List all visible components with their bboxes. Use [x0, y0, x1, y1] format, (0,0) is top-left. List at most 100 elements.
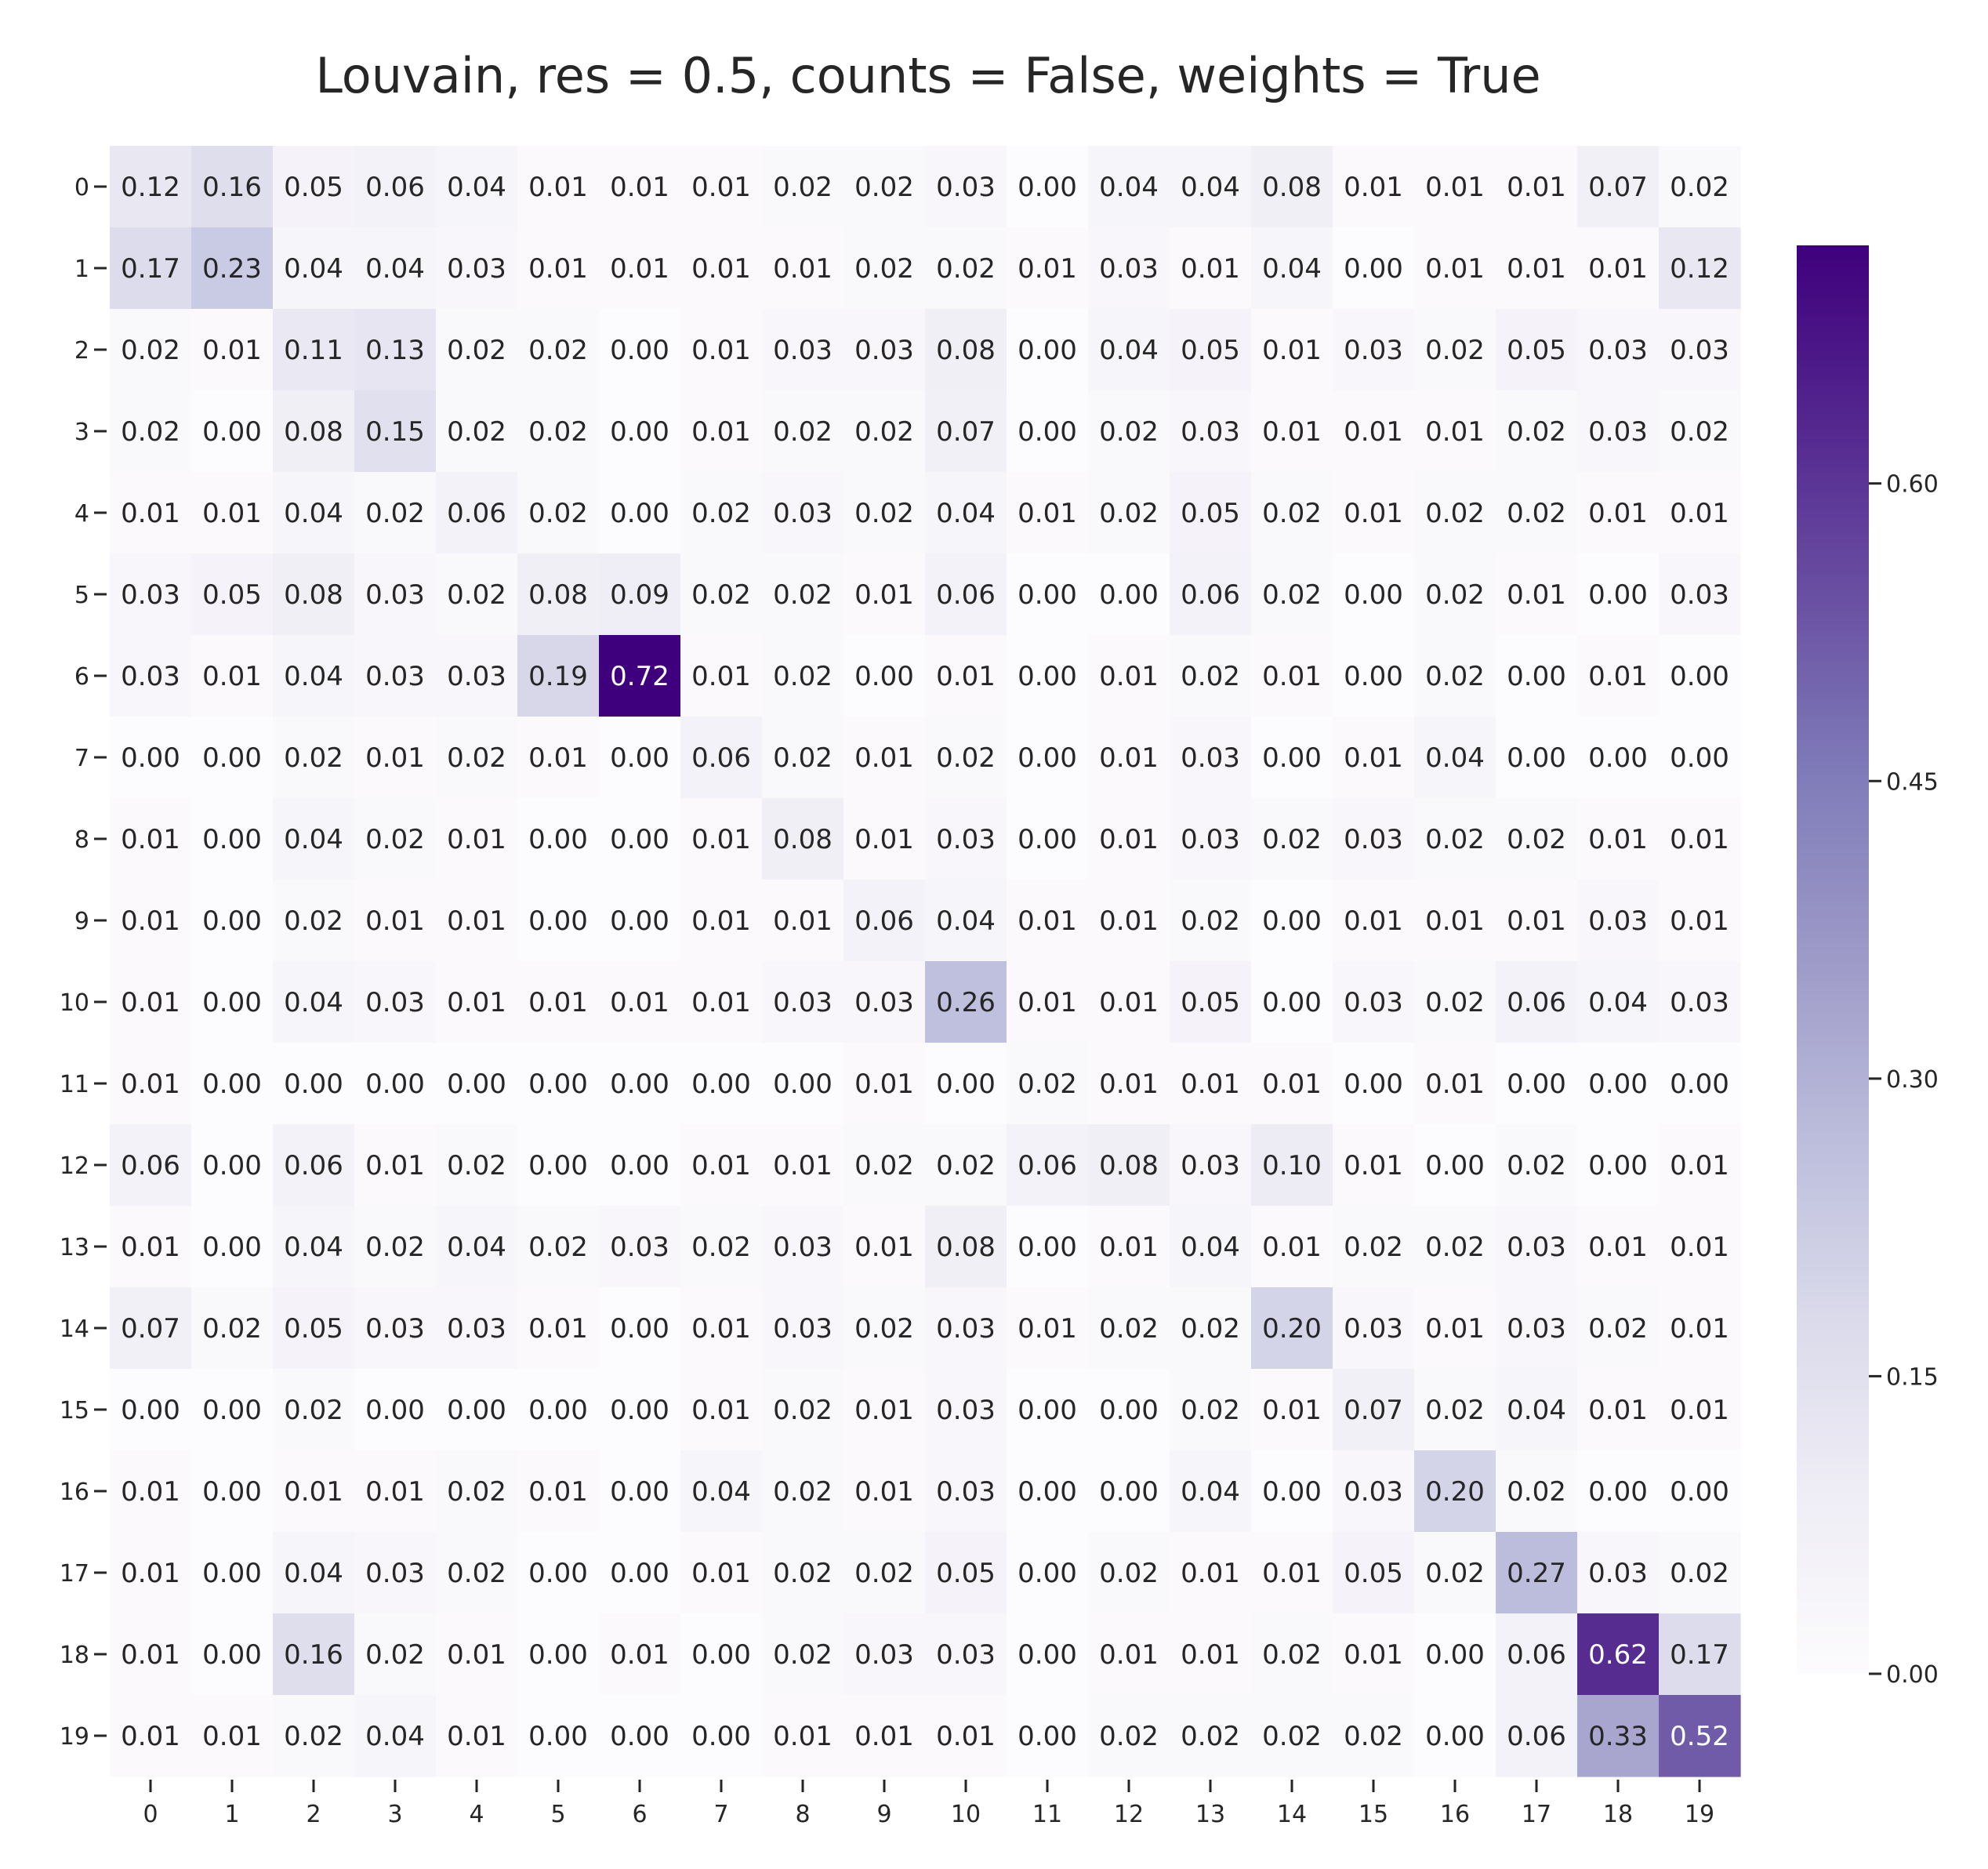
- cell-label-r5-c6: 0.09: [610, 579, 669, 611]
- cell-label-r1-c12: 0.03: [1099, 253, 1159, 285]
- heatmap-cell-r7-c14: [1251, 717, 1333, 799]
- cell-label-r15-c10: 0.03: [936, 1395, 996, 1426]
- colorbar: 0.00 0.15 0.30 0.45 0.60: [1797, 245, 1939, 1689]
- heatmap-cell-r12-c9: [843, 1124, 926, 1207]
- heatmap-cell-r10-c5: [517, 961, 600, 1043]
- heatmap-cell-r18-c19: [1659, 1613, 1741, 1696]
- cell-label-r12-c12: 0.08: [1099, 1150, 1159, 1181]
- heatmap-cell-r9-c4: [436, 880, 518, 962]
- cell-label-r11-c16: 0.01: [1425, 1069, 1485, 1100]
- cell-label-r10-c19: 0.03: [1670, 987, 1729, 1018]
- cell-label-r1-c7: 0.01: [691, 253, 751, 285]
- heatmap-cell-r11-c8: [762, 1043, 844, 1125]
- cell-label-r1-c9: 0.02: [854, 253, 914, 285]
- heatmap-cell-r0-c15: [1333, 146, 1415, 228]
- heatmap-cell-r12-c6: [599, 1124, 681, 1207]
- heatmap-cell-r5-c7: [680, 553, 763, 636]
- cell-label-r5-c3: 0.03: [365, 579, 425, 611]
- heatmap-cell-r1-c15: [1333, 227, 1415, 310]
- cell-label-r10-c13: 0.05: [1181, 987, 1240, 1018]
- heatmap-cell-r13-c15: [1333, 1206, 1415, 1288]
- heatmap-cell-r5-c14: [1251, 553, 1333, 636]
- heatmap-cell-r12-c13: [1170, 1124, 1252, 1207]
- cell-label-r11-c15: 0.00: [1344, 1069, 1403, 1100]
- cell-label-r14-c15: 0.03: [1344, 1313, 1403, 1345]
- cell-label-r17-c7: 0.01: [691, 1558, 751, 1589]
- heatmap-cell-r18-c7: [680, 1613, 763, 1696]
- heatmap-cell-r9-c7: [680, 880, 763, 962]
- heatmap-cell-r0-c17: [1496, 146, 1578, 228]
- cell-label-r16-c5: 0.01: [528, 1476, 588, 1508]
- heatmap-cell-r0-c12: [1088, 146, 1170, 228]
- cell-label-r6-c4: 0.03: [447, 661, 506, 692]
- heatmap-cell-r15-c19: [1659, 1369, 1741, 1451]
- cell-label-r19-c18: 0.33: [1588, 1721, 1648, 1752]
- heatmap-cell-r19-c6: [599, 1695, 681, 1777]
- heatmap-cell-r19-c0: [110, 1695, 192, 1777]
- cell-label-r4-c19: 0.01: [1670, 498, 1729, 529]
- heatmap-cell-r9-c16: [1414, 880, 1496, 962]
- heatmap-cell-r11-c7: [680, 1043, 763, 1125]
- cell-label-r3-c6: 0.00: [610, 416, 669, 448]
- heatmap-cell-r0-c3: [354, 146, 437, 228]
- cell-label-r5-c16: 0.02: [1425, 579, 1485, 611]
- cell-label-r8-c2: 0.04: [284, 824, 343, 855]
- heatmap-cell-r7-c6: [599, 717, 681, 799]
- cell-label-r1-c6: 0.01: [610, 253, 669, 285]
- heatmap-cell-r5-c3: [354, 553, 437, 636]
- heatmap-cell-r16-c15: [1333, 1450, 1415, 1533]
- cell-label-r18-c1: 0.00: [202, 1639, 262, 1671]
- heatmap-cell-r14-c11: [1007, 1287, 1089, 1370]
- cell-label-r12-c10: 0.02: [936, 1150, 996, 1181]
- cell-label-r8-c12: 0.01: [1099, 824, 1159, 855]
- cell-label-r16-c14: 0.00: [1262, 1476, 1322, 1508]
- y-tick-label-4: 4: [74, 500, 89, 528]
- cell-label-r5-c9: 0.01: [854, 579, 914, 611]
- cell-label-r4-c11: 0.01: [1018, 498, 1077, 529]
- heatmap-cell-r10-c7: [680, 961, 763, 1043]
- heatmap-cell-r18-c1: [191, 1613, 274, 1696]
- cell-label-r7-c6: 0.00: [610, 742, 669, 774]
- heatmap-cell-r3-c0: [110, 390, 192, 473]
- cell-label-r2-c17: 0.05: [1507, 335, 1566, 366]
- heatmap-cell-r13-c6: [599, 1206, 681, 1288]
- cell-label-r15-c0: 0.00: [121, 1395, 180, 1426]
- heatmap-cell-r16-c17: [1496, 1450, 1578, 1533]
- heatmap-cell-r15-c1: [191, 1369, 274, 1451]
- heatmap-cell-r14-c12: [1088, 1287, 1170, 1370]
- heatmap-cell-r10-c15: [1333, 961, 1415, 1043]
- cell-label-r14-c17: 0.03: [1507, 1313, 1566, 1345]
- cell-label-r9-c10: 0.04: [936, 905, 996, 937]
- cell-label-r3-c1: 0.00: [202, 416, 262, 448]
- heatmap-cell-r0-c9: [843, 146, 926, 228]
- heatmap-cell-r7-c3: [354, 717, 437, 799]
- cell-label-r6-c7: 0.01: [691, 661, 751, 692]
- cell-label-r19-c1: 0.01: [202, 1721, 262, 1752]
- heatmap-cell-r6-c3: [354, 635, 437, 717]
- heatmap-cell-r0-c8: [762, 146, 844, 228]
- heatmap-cell-r10-c17: [1496, 961, 1578, 1043]
- heatmap-cell-r11-c3: [354, 1043, 437, 1125]
- cell-label-r19-c9: 0.01: [854, 1721, 914, 1752]
- heatmap-cell-r2-c1: [191, 309, 274, 391]
- cell-label-r9-c5: 0.00: [528, 905, 588, 937]
- cell-label-r19-c16: 0.00: [1425, 1721, 1485, 1752]
- cell-label-r3-c9: 0.02: [854, 416, 914, 448]
- cell-label-r14-c9: 0.02: [854, 1313, 914, 1345]
- cell-label-r4-c0: 0.01: [121, 498, 180, 529]
- cell-label-r18-c19: 0.17: [1670, 1639, 1729, 1671]
- heatmap-cell-r9-c17: [1496, 880, 1578, 962]
- heatmap-cell-r13-c19: [1659, 1206, 1741, 1288]
- cell-label-r9-c8: 0.01: [773, 905, 833, 937]
- cell-label-r14-c3: 0.03: [365, 1313, 425, 1345]
- heatmap-cell-r10-c2: [273, 961, 355, 1043]
- heatmap-cell-r8-c9: [843, 798, 926, 880]
- heatmap-cell-r2-c14: [1251, 309, 1333, 391]
- cell-label-r7-c13: 0.03: [1181, 742, 1240, 774]
- heatmap-cell-r9-c13: [1170, 880, 1252, 962]
- cell-label-r16-c13: 0.04: [1181, 1476, 1240, 1508]
- cell-label-r8-c13: 0.03: [1181, 824, 1240, 855]
- heatmap-cell-r6-c14: [1251, 635, 1333, 717]
- cell-label-r10-c7: 0.01: [691, 987, 751, 1018]
- cell-label-r3-c7: 0.01: [691, 416, 751, 448]
